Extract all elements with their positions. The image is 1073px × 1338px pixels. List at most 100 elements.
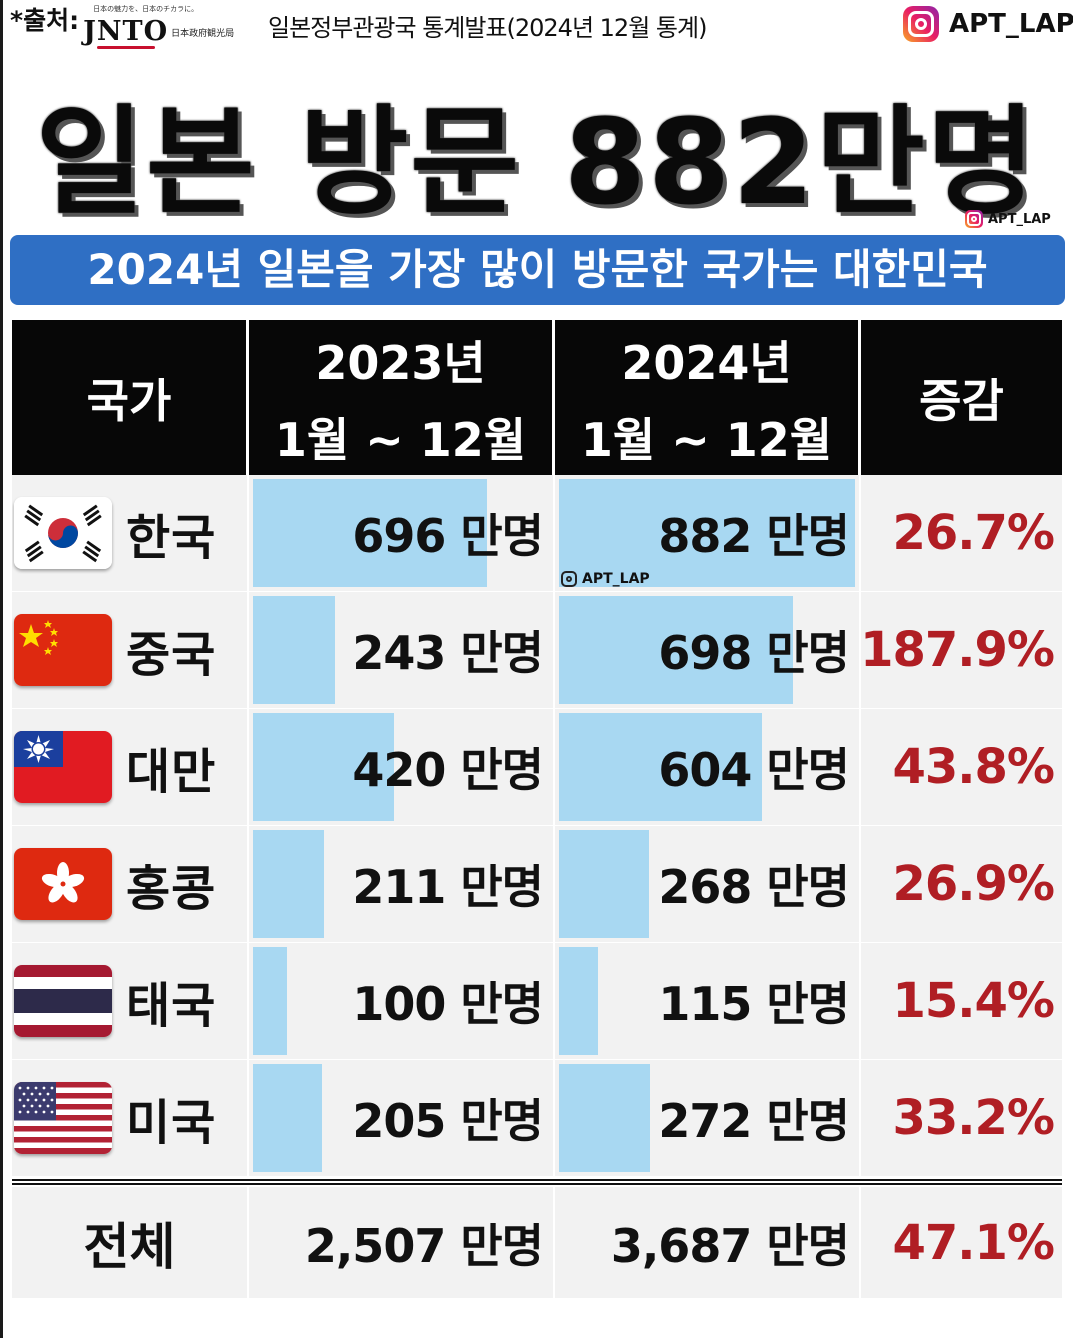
south-korea-flag-icon xyxy=(14,497,112,569)
value-2023-cell: 696 만명 xyxy=(249,475,555,591)
jnto-logo: 日本の魅力を、日本のチカラに。 JNTO xyxy=(83,4,198,54)
value-2023-cell: 211 만명 xyxy=(249,826,555,942)
bar-2024-usa xyxy=(559,1064,650,1172)
header-country-label: 국가 xyxy=(86,373,172,428)
hong-kong-flag-icon xyxy=(14,848,112,920)
title-watermark: APT_LAP xyxy=(965,210,1051,228)
bar-2024-china xyxy=(559,596,793,704)
total-label-cell: 전체 xyxy=(12,1187,249,1298)
header-2023: 2023년 1월 ~ 12월 xyxy=(249,320,555,475)
header-2023-year: 2023년 xyxy=(315,335,486,390)
value-2023: 211 만명 xyxy=(352,860,544,914)
value-2024: 268 만명 xyxy=(658,860,850,914)
total-label: 전체 xyxy=(83,1217,176,1276)
value-2024: 882 만명 xyxy=(658,509,850,563)
value-2023: 420 만명 xyxy=(352,743,544,797)
country-cell: 중국 xyxy=(12,592,249,708)
frame-left-edge xyxy=(0,0,3,1338)
jnto-logo-swoosh xyxy=(97,46,156,49)
country-cell: 대만 xyxy=(12,709,249,825)
value-2024: 115 만명 xyxy=(658,977,850,1031)
table-row: 태국 100 만명 115 만명 15.4% xyxy=(12,943,1062,1060)
cell-watermark-text: APT_LAP xyxy=(582,571,650,587)
source-label: *출처: xyxy=(10,6,80,35)
total-2023-cell: 2,507 만명 xyxy=(249,1187,555,1298)
page-title: 일본 방문 882만명 xyxy=(35,93,1038,231)
country-name: 대만 xyxy=(126,744,217,800)
change-cell: 26.7% xyxy=(861,475,1062,591)
bar-2024-thailand xyxy=(559,947,598,1055)
bar-2024-hong-kong xyxy=(559,830,649,938)
total-change-cell: 47.1% xyxy=(861,1187,1062,1298)
usa-flag-icon xyxy=(14,1082,112,1154)
change-cell: 43.8% xyxy=(861,709,1062,825)
bar-2024-korea xyxy=(559,479,855,587)
value-2024-cell: 272 만명 xyxy=(555,1060,861,1176)
country-name: 홍콩 xyxy=(126,861,217,917)
bar-2023-thailand xyxy=(253,947,287,1055)
value-2024-cell: 115 만명 xyxy=(555,943,861,1059)
value-2024-cell: 604 만명 xyxy=(555,709,861,825)
country-cell: 태국 xyxy=(12,943,249,1059)
visitor-table: 국가 2023년 1월 ~ 12월 2024년 1월 ~ 12월 증감 xyxy=(12,320,1062,1299)
jnto-tagline: 日本の魅力を、日本のチカラに。 xyxy=(93,5,199,13)
value-2024: 272 만명 xyxy=(658,1094,850,1148)
instagram-icon xyxy=(561,571,577,587)
instagram-handle[interactable]: APT_LAP xyxy=(903,6,1073,42)
header-country: 국가 xyxy=(12,320,249,475)
header-change-label: 증감 xyxy=(919,373,1004,428)
table-row: 미국 205 만명 272 만명 33.2% xyxy=(12,1060,1062,1177)
value-2023: 205 만명 xyxy=(352,1094,544,1148)
change-percent: 43.8% xyxy=(892,739,1055,795)
table-row: 홍콩 211 만명 268 만명 26.9% xyxy=(12,826,1062,943)
country-name: 태국 xyxy=(126,978,217,1034)
instagram-icon xyxy=(965,210,983,228)
value-2024-cell: 882 만명 APT_LAP xyxy=(555,475,861,591)
bar-2023-china xyxy=(253,596,335,704)
instagram-handle-text: APT_LAP xyxy=(949,9,1073,39)
source-credit: *출처: 日本の魅力を、日本のチカラに。 JNTO 日本政府観光局 xyxy=(10,4,234,54)
total-2024: 3,687 만명 xyxy=(610,1218,850,1273)
total-change-percent: 47.1% xyxy=(892,1214,1055,1271)
title-watermark-text: APT_LAP xyxy=(988,211,1051,227)
total-row: 전체 2,507 만명 3,687 만명 47.1% xyxy=(12,1187,1062,1299)
header-2024-range: 1월 ~ 12월 xyxy=(580,412,833,467)
cell-watermark: APT_LAP xyxy=(561,571,650,587)
bar-2023-korea xyxy=(253,479,487,587)
change-percent: 33.2% xyxy=(892,1090,1055,1146)
country-cell: 미국 xyxy=(12,1060,249,1176)
total-divider xyxy=(12,1177,1062,1187)
table-row: 대만 420 만명 604 만명 43.8% xyxy=(12,709,1062,826)
country-name: 한국 xyxy=(126,510,217,566)
change-cell: 15.4% xyxy=(861,943,1062,1059)
taiwan-flag-icon xyxy=(14,731,112,803)
change-percent: 26.9% xyxy=(892,856,1055,912)
bar-2023-taiwan xyxy=(253,713,394,821)
table-row: 한국 696 만명 882 만명 APT_LAP 26.7% xyxy=(12,475,1062,592)
total-2024-cell: 3,687 만명 xyxy=(555,1187,861,1298)
value-2024: 698 만명 xyxy=(658,626,850,680)
change-percent: 15.4% xyxy=(892,973,1055,1029)
country-name: 중국 xyxy=(126,627,217,683)
thailand-flag-icon xyxy=(14,965,112,1037)
subtitle-banner: 2024년 일본을 가장 많이 방문한 국가는 대한민국 xyxy=(10,235,1065,305)
value-2023: 696 만명 xyxy=(352,509,544,563)
jnto-org-name: 日本政府観光局 xyxy=(171,29,235,39)
value-2024: 604 만명 xyxy=(658,743,850,797)
value-2024-cell: 268 만명 xyxy=(555,826,861,942)
bar-2024-taiwan xyxy=(559,713,762,821)
table-row: 중국 243 만명 698 만명 187.9% xyxy=(12,592,1062,709)
jnto-logo-text: JNTO xyxy=(83,16,169,47)
change-cell: 33.2% xyxy=(861,1060,1062,1176)
change-percent: 26.7% xyxy=(892,505,1055,561)
header-change: 증감 xyxy=(861,320,1062,475)
value-2023: 100 만명 xyxy=(352,977,544,1031)
header-2024-year: 2024년 xyxy=(621,335,792,390)
header-2023-range: 1월 ~ 12월 xyxy=(274,412,527,467)
value-2024-cell: 698 만명 xyxy=(555,592,861,708)
country-name: 미국 xyxy=(126,1095,217,1151)
country-cell: 한국 xyxy=(12,475,249,591)
bar-2023-usa xyxy=(253,1064,322,1172)
china-flag-icon xyxy=(14,614,112,686)
change-cell: 26.9% xyxy=(861,826,1062,942)
